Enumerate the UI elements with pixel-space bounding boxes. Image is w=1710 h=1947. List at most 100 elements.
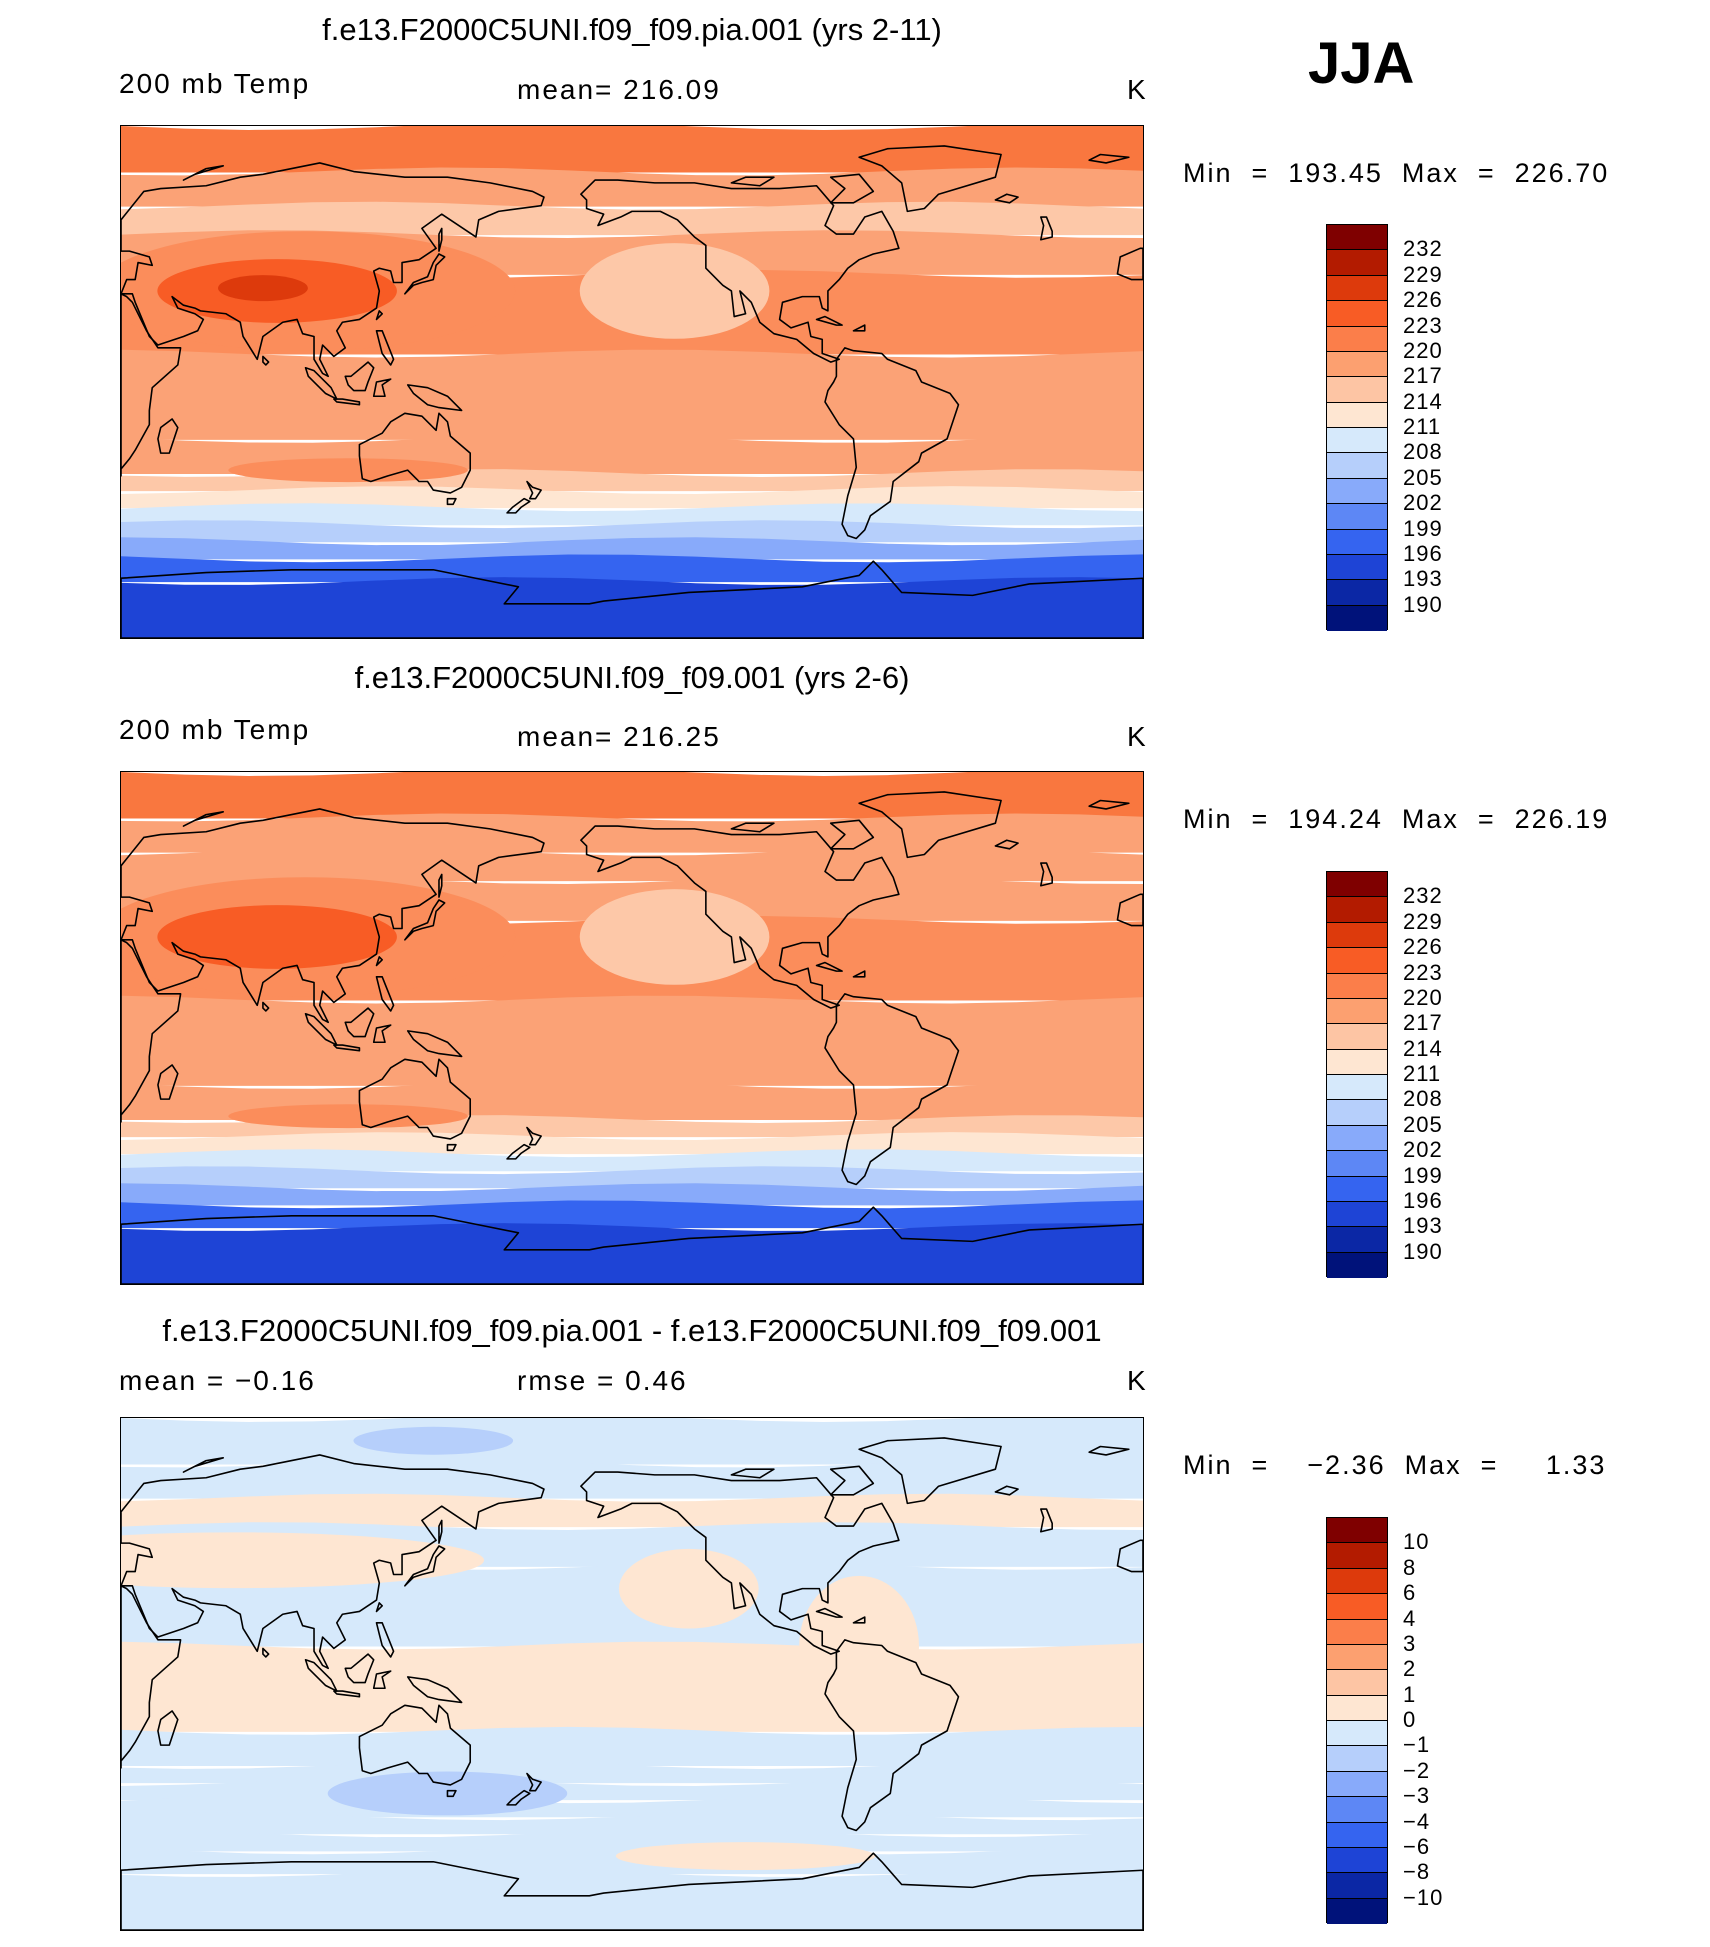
coastline [121, 560, 1143, 638]
colorbar-tick-label: −4 [1403, 1808, 1431, 1834]
coastline [580, 825, 900, 1009]
contour-negative-region [353, 1426, 514, 1455]
coastline [375, 956, 383, 967]
colorbar-tick-label: 208 [1403, 1086, 1443, 1112]
contour-band [121, 537, 1143, 560]
colorbar-tick-label: 199 [1403, 1162, 1443, 1188]
coastline [852, 970, 866, 978]
coastline [829, 819, 875, 850]
coastline [438, 1519, 443, 1544]
colorbar-tick-label: 193 [1403, 566, 1443, 592]
coastline [730, 176, 775, 187]
colorbar-tick-label: 208 [1403, 439, 1443, 465]
colorbar-cell [1327, 529, 1387, 555]
coastline [121, 1585, 182, 1769]
coastline [438, 873, 443, 898]
colorbar-cell [1327, 554, 1387, 581]
colorbar-tick-label: 190 [1403, 591, 1443, 617]
contour-band [121, 503, 1143, 526]
colorbar-cell [1327, 1543, 1387, 1569]
coastline [1040, 1508, 1053, 1533]
colorbar-cell [1327, 580, 1387, 606]
colorbar-cell [1327, 1100, 1387, 1126]
coastline [446, 497, 457, 506]
colorbar-tick-label: 193 [1403, 1213, 1443, 1239]
coastline [446, 1143, 457, 1152]
contour-band [121, 772, 1143, 819]
coastline [344, 1007, 375, 1038]
coastline [344, 1653, 375, 1684]
coastline [1116, 893, 1143, 927]
colorbar-tick-label: 232 [1403, 236, 1443, 262]
panel3-map [120, 1417, 1144, 1931]
colorbar-cell [1327, 1075, 1387, 1101]
colorbar-tick-label: 8 [1403, 1554, 1417, 1580]
contour-band [121, 813, 1143, 853]
colorbar-tick-label: −8 [1403, 1859, 1431, 1885]
coastline [858, 145, 1002, 213]
colorbar-tick-label: 1 [1403, 1681, 1417, 1707]
colorbar-cell [1327, 1771, 1387, 1798]
contour-positive-region [615, 1842, 876, 1870]
coastline [815, 315, 843, 326]
coastline [358, 412, 472, 494]
coastline [1088, 153, 1130, 164]
contour-band [121, 1223, 1143, 1284]
colorbar-cell [1327, 1252, 1387, 1278]
coastline [182, 165, 224, 181]
colorbar-tick-label: 202 [1403, 1137, 1443, 1163]
coastline [858, 791, 1002, 859]
map-canvas [121, 772, 1143, 1284]
colorbar-cell [1327, 1125, 1387, 1152]
colorbar-cell [1327, 1151, 1387, 1177]
coastline [526, 1126, 542, 1146]
colorbar-tick-label: 223 [1403, 959, 1443, 985]
coastline [730, 1468, 775, 1479]
colorbar-tick-label: 205 [1403, 1111, 1443, 1137]
coastline [1040, 862, 1053, 887]
colorbar-cell [1327, 402, 1387, 428]
coastline [262, 1001, 270, 1012]
panel3-mean-label: mean = −0.16 [119, 1365, 316, 1396]
colorbar-cell [1327, 1049, 1387, 1075]
coastline [526, 480, 542, 500]
coastline [121, 1454, 545, 1670]
colorbar-tick-label: −3 [1403, 1783, 1431, 1809]
coastline [824, 347, 960, 540]
map-canvas [121, 1418, 1143, 1930]
contour-band [121, 847, 1143, 882]
colorbar-cell [1327, 973, 1387, 999]
coastline [526, 1772, 542, 1792]
contour-positive-region [799, 1575, 919, 1716]
colorbar-tick-label: −2 [1403, 1757, 1431, 1783]
coastline [157, 1064, 179, 1100]
colorbar-tick-label: 226 [1403, 287, 1443, 313]
colorbar-tick-label: 217 [1403, 363, 1443, 389]
coastline [580, 1471, 900, 1655]
colorbar-cell [1327, 1847, 1387, 1874]
colorbar-cell [1327, 1670, 1387, 1696]
coastline [262, 1647, 270, 1658]
coastline [406, 1676, 463, 1704]
contour-hot-region [157, 905, 397, 969]
colorbar-cell [1327, 1619, 1387, 1645]
colorbar-tick-label: 196 [1403, 1187, 1443, 1213]
colorbar-tick-label: 0 [1403, 1707, 1417, 1732]
coastline [375, 976, 395, 1012]
colorbar-cell [1327, 1746, 1387, 1772]
colorbar-cell [1327, 1873, 1387, 1899]
coastline [121, 939, 182, 1123]
colorbar-cell [1327, 1201, 1387, 1228]
colorbar-tick-label: −1 [1403, 1732, 1431, 1758]
coastline [262, 355, 270, 366]
colorbar-tick-label: −6 [1403, 1833, 1431, 1859]
colorbar-tick-label: 199 [1403, 515, 1443, 541]
contour-band [121, 1459, 1143, 1499]
panel2-colorbar [1326, 871, 1388, 1278]
colorbar-tick-label: 205 [1403, 464, 1443, 490]
panel3-unit-label: K [1127, 1365, 1148, 1396]
panel1-minmax: Min = 193.45 Max = 226.70 [1183, 158, 1610, 188]
contour-band [121, 995, 1143, 1086]
contour-band [121, 1418, 1143, 1465]
colorbar-cell [1327, 1695, 1387, 1721]
